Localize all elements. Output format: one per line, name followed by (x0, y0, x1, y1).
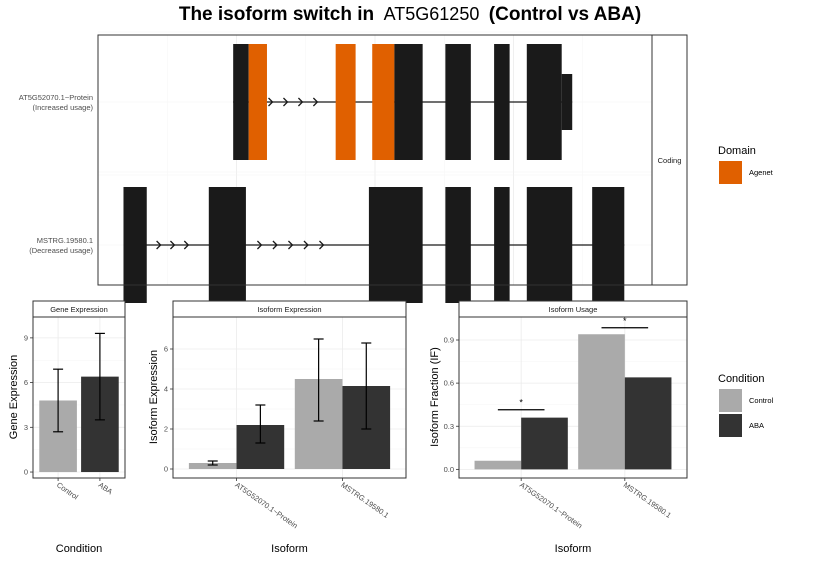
structure-strip (651, 34, 688, 286)
intron-arrow (183, 240, 190, 250)
y-tick-label: 6 (24, 378, 28, 387)
bar-control (578, 334, 625, 470)
exon-block (526, 187, 573, 303)
intron-arrow (256, 240, 263, 250)
domain-legend: Domain Agenet (718, 145, 774, 184)
intron-arrow (156, 240, 162, 250)
domain-legend-swatch-agenet (719, 161, 742, 184)
isoform-expression-frame (172, 316, 407, 479)
exon-block (123, 187, 147, 303)
structure-strip-label: Coding (658, 156, 682, 165)
x-tick-label: AT5G52070.1~Protein (233, 480, 299, 530)
transcript-2-id: MSTRG.19580.1 (37, 236, 93, 245)
exon-block (372, 44, 395, 160)
y-tick-label: 2 (164, 425, 168, 434)
gene-expression-frame (32, 316, 126, 479)
condition-legend-label-aba: ABA (749, 421, 764, 430)
y-tick-label: 9 (24, 333, 28, 342)
intron-arrow (283, 97, 289, 107)
bar-control (474, 460, 522, 470)
gene-expression-strip-title: Gene Expression (50, 305, 108, 314)
exon-block (335, 44, 356, 160)
intron-arrow (297, 97, 304, 107)
exon-block (394, 44, 423, 160)
x-tick-label: MSTRG.19580.1 (622, 480, 673, 520)
isoform-usage-strip-title: Isoform Usage (549, 305, 598, 314)
intron-arrow (312, 97, 319, 107)
condition-legend-title: Condition (718, 373, 764, 385)
transcript-1-usage: (Increased usage) (33, 103, 94, 112)
figure-title: The isoform switch in AT5G61250 (Control… (179, 4, 641, 25)
condition-legend: Condition Control ABA (718, 373, 774, 437)
y-tick-label: 0.6 (444, 379, 454, 388)
structure-marks (123, 44, 625, 303)
isoform-usage-frame (458, 316, 688, 479)
isoform-expression-x-label: Isoform (271, 543, 308, 555)
exon-block (526, 44, 562, 160)
domain-legend-title: Domain (718, 145, 756, 157)
transcript-1-id: AT5G52070.1~Protein (19, 93, 93, 102)
gene-expression-panel: Gene Expression 0 3 6 9 Control ABA Gene Expr… (8, 300, 126, 555)
isoform-usage-x-label: Isoform (555, 543, 592, 555)
isoform-expression-y-label: Isoform Expression (148, 350, 160, 444)
intron-arrow (272, 240, 278, 250)
exon-block (248, 44, 267, 160)
intron-arrow (319, 240, 325, 250)
isoform-expression-marks (188, 338, 391, 469)
isoform-usage-panel: Isoform Usage ** 0.00.30.60.9AT5G52070.1… (429, 300, 688, 555)
exon-block (445, 187, 471, 303)
intron-arrow (287, 240, 294, 250)
bar-aba (521, 417, 568, 470)
condition-legend-swatch-control (719, 389, 742, 412)
y-tick-label: 0 (24, 468, 28, 477)
exon-block (368, 187, 423, 303)
y-tick-label: 3 (24, 423, 28, 432)
title-suffix: (Control vs ABA) (489, 4, 641, 25)
transcript-2-usage: (Decreased usage) (29, 246, 93, 255)
isoform-usage-y-label: Isoform Fraction (IF) (429, 347, 441, 447)
condition-legend-swatch-aba (719, 414, 742, 437)
gene-expression-y-label: Gene Expression (8, 355, 20, 439)
significance-star: * (519, 398, 523, 408)
x-tick-label: AT5G52070.1~Protein (518, 480, 584, 530)
y-tick-label: 0.0 (444, 465, 454, 474)
isoform-expression-strip-title: Isoform Expression (257, 305, 321, 314)
exon-block (494, 44, 510, 160)
y-tick-label: 4 (164, 385, 168, 394)
y-tick-label: 6 (164, 345, 168, 354)
y-tick-label: 0.9 (444, 336, 454, 345)
structure-panel: Coding AT5G52070.1~Protein (Increased us… (19, 31, 688, 303)
exon-block (561, 74, 573, 130)
title-prefix: The isoform switch in (179, 4, 374, 25)
y-tick-label: 0 (164, 465, 168, 474)
x-tick-label: MSTRG.19580.1 (339, 480, 390, 520)
intron-arrow (268, 97, 274, 107)
condition-legend-label-control: Control (749, 396, 774, 405)
exon-block (592, 187, 625, 303)
x-tick-label: Control (55, 480, 80, 501)
significance-star: * (623, 316, 627, 326)
intron-arrow (169, 240, 176, 250)
exon-block (208, 187, 246, 303)
bar-aba (624, 377, 672, 470)
gene-expression-marks (39, 332, 119, 473)
gene-expression-x-label: Condition (56, 543, 102, 555)
y-tick-label: 0.3 (444, 422, 454, 431)
exon-block (494, 187, 510, 303)
domain-legend-label-agenet: Agenet (749, 168, 774, 177)
intron-arrow (303, 240, 309, 250)
x-tick-label: ABA (97, 480, 114, 496)
exon-block (233, 44, 249, 160)
isoform-usage-marks: ** (474, 316, 672, 470)
exon-block (445, 44, 471, 160)
isoform-expression-panel: Isoform Expression 0 2 4 6 AT5G52070.1~Prote… (148, 300, 407, 555)
title-gene: AT5G61250 (384, 4, 480, 24)
bar-control (188, 463, 237, 469)
